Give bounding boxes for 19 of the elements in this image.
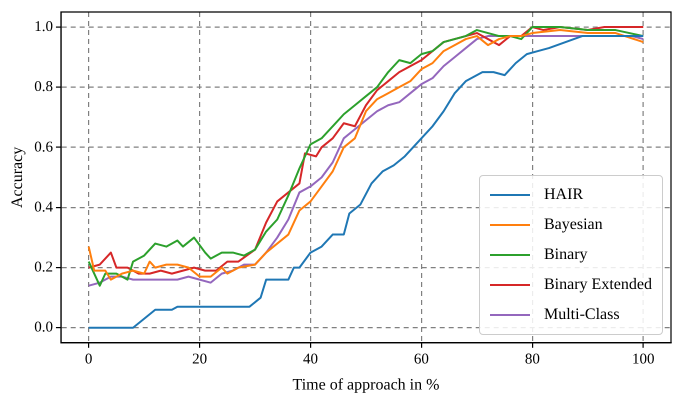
- x-tick-label: 60: [414, 352, 429, 368]
- x-axis-title: Time of approach in %: [292, 376, 440, 394]
- legend-label: Bayesian: [544, 216, 603, 234]
- x-tick-label: 80: [524, 352, 540, 368]
- y-tick-label: 0.8: [34, 79, 53, 96]
- legend-label: Binary: [544, 246, 588, 264]
- y-tick-label: 0.4: [34, 199, 54, 216]
- x-tick-label: 0: [84, 352, 92, 368]
- y-tick-label: 1.0: [34, 18, 53, 35]
- legend-label: Multi-Class: [544, 306, 620, 324]
- y-tick-label: 0.2: [34, 260, 53, 276]
- x-tick-label: 20: [192, 352, 208, 368]
- y-tick-label: 0.6: [34, 139, 54, 156]
- y-tick-label: 0.0: [34, 320, 53, 336]
- legend-label: Binary Extended: [544, 276, 652, 294]
- x-tick-label: 100: [632, 352, 655, 368]
- x-tick-label: 40: [303, 352, 318, 368]
- legend-label: HAIR: [544, 186, 584, 204]
- y-axis-title: Accuracy: [8, 146, 26, 208]
